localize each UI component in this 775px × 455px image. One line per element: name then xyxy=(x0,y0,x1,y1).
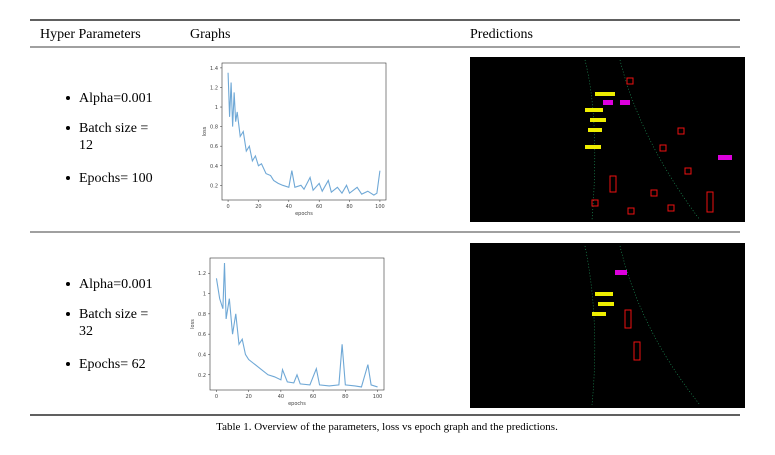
y-tick-label: 1.2 xyxy=(210,85,218,91)
loss-line xyxy=(215,263,378,388)
x-tick-label: 60 xyxy=(316,204,322,210)
x-tick-label: 0 xyxy=(215,394,218,400)
x-tick-label: 0 xyxy=(226,204,229,210)
param: Batch size = xyxy=(79,121,148,136)
y-tick-label: 1.2 xyxy=(198,271,206,277)
param: 32 xyxy=(79,324,93,339)
y-tick-label: 0.8 xyxy=(210,125,218,131)
x-axis-label: epochs xyxy=(295,211,313,217)
x-tick-label: 40 xyxy=(278,394,284,400)
x-tick-label: 20 xyxy=(255,204,261,210)
header: Predictions xyxy=(470,27,533,42)
param: Epochs= 100 xyxy=(79,171,153,186)
x-tick-label: 100 xyxy=(375,204,385,210)
graph-frame xyxy=(209,257,385,391)
y-tick-label: 1.4 xyxy=(210,66,218,72)
loss-line xyxy=(227,72,381,196)
param: 12 xyxy=(79,138,93,153)
param: Epochs= 62 xyxy=(79,357,146,372)
param: Alpha=0.001 xyxy=(79,277,153,292)
graph-frame xyxy=(221,62,387,201)
prediction-image xyxy=(470,57,745,222)
y-tick-label: 0.4 xyxy=(210,164,218,170)
x-tick-label: 80 xyxy=(342,394,348,400)
y-tick-label: 0.2 xyxy=(210,183,218,189)
bullet xyxy=(66,176,70,180)
bullet xyxy=(66,126,70,130)
caption: Table 1. Overview of the parameters, los… xyxy=(216,421,558,433)
x-tick-label: 80 xyxy=(346,204,352,210)
x-tick-label: 40 xyxy=(286,204,292,210)
bullet xyxy=(66,362,70,366)
header: Hyper Parameters xyxy=(40,27,141,42)
y-tick-label: 0.2 xyxy=(198,373,206,379)
param: Batch size = xyxy=(79,307,148,322)
header: Graphs xyxy=(190,27,230,42)
x-tick-label: 20 xyxy=(245,394,251,400)
y-axis-label: loss xyxy=(190,319,196,329)
y-tick-label: 0.6 xyxy=(198,332,206,338)
x-axis-label: epochs xyxy=(288,401,306,407)
x-tick-label: 100 xyxy=(373,394,383,400)
param: Alpha=0.001 xyxy=(79,91,153,106)
y-tick-label: 0.4 xyxy=(198,352,206,358)
y-tick-label: 1 xyxy=(203,292,206,298)
bullet xyxy=(66,312,70,316)
bullet xyxy=(66,282,70,286)
bullet xyxy=(66,96,70,100)
y-axis-label: loss xyxy=(202,126,208,136)
y-tick-label: 0.8 xyxy=(198,312,206,318)
y-tick-label: 1 xyxy=(215,105,218,111)
prediction-image xyxy=(470,243,745,408)
y-tick-label: 0.6 xyxy=(210,144,218,150)
x-tick-label: 60 xyxy=(310,394,316,400)
